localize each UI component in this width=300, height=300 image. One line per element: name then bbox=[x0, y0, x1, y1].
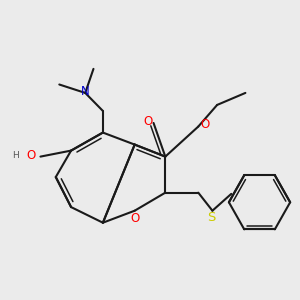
Text: O: O bbox=[26, 148, 36, 162]
Text: O: O bbox=[130, 212, 139, 225]
Text: H: H bbox=[12, 151, 19, 160]
Text: S: S bbox=[207, 211, 215, 224]
Text: O: O bbox=[144, 115, 153, 128]
Text: O: O bbox=[200, 118, 209, 131]
Text: N: N bbox=[81, 85, 90, 98]
